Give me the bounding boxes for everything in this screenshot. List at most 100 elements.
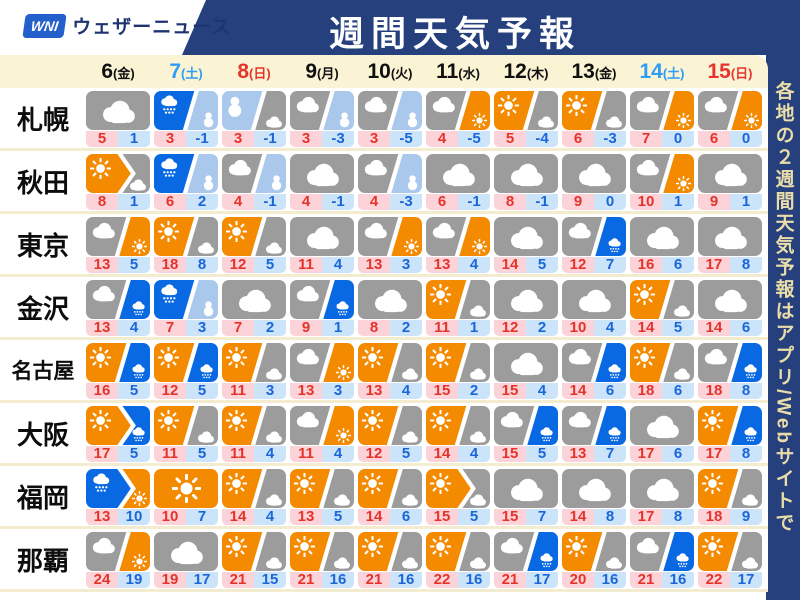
low-temp: 0 [662,131,694,147]
temperature-pair: 6 -1 [426,194,490,210]
weather-icon-cloud-snow [290,91,354,130]
date-header-cell: 7(土) [169,59,203,83]
high-temp: 5 [86,131,118,147]
forecast-cell: 22 16 [426,532,490,589]
high-temp: 15 [494,509,526,525]
high-temp: 14 [426,446,458,462]
low-temp: 3 [390,257,422,273]
high-temp: 13 [290,383,322,399]
low-temp: 4 [390,383,422,399]
high-temp: 14 [358,509,390,525]
temperature-pair: 10 7 [154,509,218,525]
low-temp: 8 [730,383,762,399]
weather-icon-sun-cloud [426,280,490,319]
high-temp: 8 [358,320,390,336]
high-temp: 13 [358,383,390,399]
low-temp: 5 [322,509,354,525]
high-temp: 6 [426,194,458,210]
weather-icon-cloud-rain [562,406,626,445]
high-temp: 11 [222,383,254,399]
high-temp: 3 [358,131,390,147]
forecast-cell: 14 4 [222,469,286,526]
low-temp: 16 [594,572,626,588]
temperature-pair: 13 4 [86,320,150,336]
forecast-cell: 13 3 [290,343,354,400]
forecast-cell: 22 17 [698,532,762,589]
low-temp: -1 [254,194,286,210]
date-header-cell: 9(月) [305,59,339,83]
high-temp: 19 [154,572,186,588]
weather-icon-cloud-sun [290,343,354,382]
forecast-cell: 10 4 [562,280,626,337]
high-temp: 12 [358,446,390,462]
temperature-pair: 15 5 [426,509,490,525]
weather-icon-sun-cloud [630,343,694,382]
high-temp: 14 [630,320,662,336]
high-temp: 17 [630,446,662,462]
forecast-cell: 15 2 [426,343,490,400]
forecast-cell: 4 -1 [290,154,354,211]
low-temp: 0 [730,131,762,147]
date-header-cell: 12(木) [503,59,549,83]
temperature-pair: 18 8 [154,257,218,273]
weather-icon-sun-cloud [426,343,490,382]
low-temp: -5 [458,131,490,147]
temperature-pair: 11 4 [222,446,286,462]
weathernews-logo-text: ウェザーニュース [72,17,232,38]
weather-icon-cloud-rain [698,343,762,382]
low-temp: 5 [118,383,150,399]
forecast-cell: 3 -1 [154,91,218,148]
temperature-pair: 17 8 [630,509,694,525]
temperature-pair: 4 -5 [426,131,490,147]
weather-icon-cloud-snow [358,154,422,193]
low-temp: 0 [594,194,626,210]
weather-icon-sun-then-cloud [86,154,150,193]
weather-icon-cloud [630,469,694,508]
header-bar: 週間天気予報 WNI ウェザーニュース [0,0,800,55]
high-temp: 11 [290,446,322,462]
weather-icon-sun-cloud [222,343,286,382]
temperature-pair: 4 -3 [358,194,422,210]
high-temp: 12 [222,257,254,273]
date-header-cell: 6(金) [101,59,135,83]
low-temp: 5 [186,383,218,399]
forecast-cell: 11 4 [290,217,354,274]
high-temp: 6 [154,194,186,210]
high-temp: 8 [494,194,526,210]
low-temp: 6 [730,320,762,336]
temperature-pair: 21 15 [222,572,286,588]
weather-icon-sun-cloud [426,532,490,571]
weather-icon-sun-cloud [222,217,286,256]
forecast-cell: 14 6 [562,343,626,400]
forecast-cells: 13 5 18 8 12 5 11 4 13 3 13 4 14 5 12 7 16 6 17 8 [86,214,768,274]
high-temp: 9 [562,194,594,210]
high-temp: 24 [86,572,118,588]
high-temp: 11 [222,446,254,462]
city-forecast-row: 金沢 13 4 7 3 7 2 9 1 8 2 11 1 12 2 10 4 14 5 14 6 [0,277,768,340]
high-temp: 21 [494,572,526,588]
city-forecast-row: 札幌 5 1 3 -1 3 -1 3 -3 3 -5 4 -5 5 -4 6 -3 7 0 6 0 [0,88,768,151]
temperature-pair: 21 16 [290,572,354,588]
page-title: 週間天気予報 [328,15,581,54]
date-header-cell: 10(火) [367,59,413,83]
temperature-pair: 3 -3 [290,131,354,147]
low-temp: 4 [526,383,558,399]
weather-icon-cloud [222,280,286,319]
low-temp: 4 [118,320,150,336]
low-temp: 6 [390,509,422,525]
forecast-cell: 3 -1 [222,91,286,148]
high-temp: 8 [86,194,118,210]
high-temp: 22 [698,572,730,588]
high-temp: 16 [86,383,118,399]
temperature-pair: 13 5 [290,509,354,525]
low-temp: -3 [594,131,626,147]
city-forecast-row: 秋田 8 1 6 2 4 -1 4 -1 4 -3 6 -1 8 -1 9 0 10 1 9 1 [0,151,768,214]
temperature-pair: 15 5 [494,446,558,462]
